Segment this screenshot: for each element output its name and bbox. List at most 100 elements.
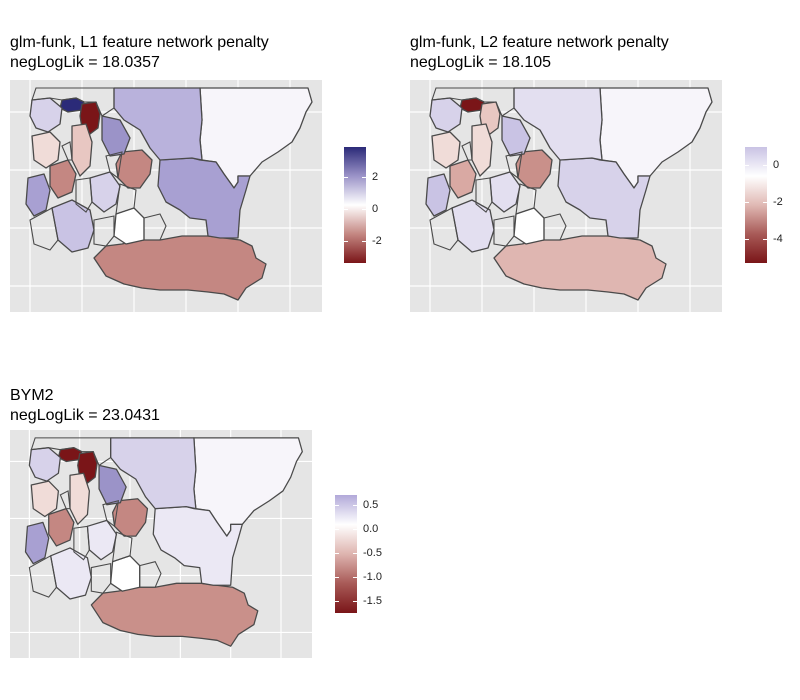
panel-l2-title-line1: glm-funk, L2 feature network penalty <box>410 34 669 51</box>
region-outline-2 <box>475 177 493 213</box>
region-central-red <box>111 498 149 537</box>
legend-tick-mark <box>344 208 348 210</box>
legend-colorbar <box>335 495 357 613</box>
legend-tick-label: 0.0 <box>363 522 379 535</box>
region-outline-2 <box>73 525 90 561</box>
legend-tick-label: -2 <box>773 196 783 209</box>
region-outline-4 <box>543 213 567 241</box>
region-outline-7 <box>105 151 123 179</box>
legend-tick-mark <box>362 208 366 210</box>
region-mid-block <box>101 115 131 157</box>
map-regions <box>425 87 713 301</box>
panel-l1-title-line2: negLogLik = 18.0357 <box>10 54 160 71</box>
legend-colorbar <box>745 147 767 263</box>
legend-tick-mark <box>745 202 749 204</box>
region-west-small-d <box>24 521 50 565</box>
panel-l1-title: glm-funk, L1 feature network penalty neg… <box>10 33 269 73</box>
legend-tick-label: 0.5 <box>363 498 379 511</box>
legend-tick-mark <box>353 576 357 578</box>
region-outline-7 <box>102 500 120 528</box>
legend-tick-mark <box>362 240 366 242</box>
region-outline-4 <box>139 561 162 588</box>
region-west-small-a <box>28 447 61 482</box>
panel-bym2-map <box>10 430 312 658</box>
legend-tick-mark <box>335 528 339 530</box>
region-mid-block <box>501 115 531 157</box>
legend-colorbar <box>344 147 366 263</box>
region-outline-3 <box>493 215 515 247</box>
region-north-mid <box>513 87 603 161</box>
region-outline-3 <box>93 215 115 247</box>
region-south-left <box>50 547 92 600</box>
legend-tick-label: 0 <box>773 159 780 172</box>
region-outline-6 <box>111 531 133 563</box>
region-north-mid <box>113 87 203 161</box>
region-outline-6 <box>115 183 137 215</box>
panel-bym2-legend: 0.5 0.0 -0.5 -1.0 -1.5 <box>335 495 395 613</box>
legend-tick-mark <box>353 600 357 602</box>
panel-l2-title: glm-funk, L2 feature network penalty neg… <box>410 33 669 73</box>
legend-tick-label: -1.0 <box>363 570 382 583</box>
region-outline-2 <box>75 177 93 213</box>
region-outline-0 <box>30 437 112 467</box>
region-central-red <box>115 149 153 189</box>
region-central-red <box>515 149 553 189</box>
region-north-mid <box>110 437 197 510</box>
region-west-small-a <box>29 97 63 133</box>
legend-tick-label: -0.5 <box>363 546 382 559</box>
panel-bym2-title-line2: negLogLik = 23.0431 <box>10 407 160 424</box>
region-outline-3 <box>90 562 112 594</box>
legend-tick-mark <box>335 504 339 506</box>
region-west-small-b <box>30 480 60 518</box>
legend-tick-mark <box>745 239 749 241</box>
region-central-big <box>152 506 243 586</box>
legend-tick-mark <box>362 177 366 179</box>
map-regions <box>25 87 313 301</box>
region-central-big <box>157 157 251 239</box>
region-outline-5 <box>28 554 58 598</box>
region-west-small-b <box>431 131 461 169</box>
region-south-left <box>451 199 495 253</box>
region-west-small-d <box>425 173 451 217</box>
legend-tick-mark <box>745 165 749 167</box>
panel-l1-title-line1: glm-funk, L1 feature network penalty <box>10 34 269 51</box>
map-regions <box>24 437 303 647</box>
region-outline-0 <box>31 87 115 117</box>
legend-tick-label: -4 <box>773 233 783 246</box>
legend-tick-mark <box>344 240 348 242</box>
region-outline-0 <box>431 87 515 117</box>
region-central-big <box>557 157 651 239</box>
legend-tick-mark <box>763 239 767 241</box>
legend-tick-mark <box>763 202 767 204</box>
region-west-small-a <box>429 97 463 133</box>
legend-tick-mark <box>353 528 357 530</box>
region-outline-4 <box>143 213 167 241</box>
panel-bym2-title-line1: BYM2 <box>10 387 54 404</box>
panel-l1-legend: 2 0 -2 <box>344 147 404 263</box>
legend-tick-label: 2 <box>372 171 379 184</box>
legend-tick-label: -1.5 <box>363 594 382 607</box>
legend-tick-mark <box>353 552 357 554</box>
panel-bym2-title: BYM2 negLogLik = 23.0431 <box>10 386 160 426</box>
region-outline-1 <box>461 141 473 161</box>
legend-tick-mark <box>335 552 339 554</box>
region-west-small-b <box>31 131 61 169</box>
legend-tick-label: -2 <box>372 234 382 247</box>
region-mid-block <box>98 464 127 506</box>
region-south-left <box>51 199 95 253</box>
region-west-small-d <box>25 173 51 217</box>
region-outline-5 <box>429 207 459 251</box>
legend-tick-mark <box>335 600 339 602</box>
panel-l1-map <box>10 80 322 312</box>
legend-tick-label: 0 <box>372 202 379 215</box>
panel-l2-legend: 0 -2 -4 <box>745 147 800 263</box>
region-outline-6 <box>515 183 537 215</box>
panel-l2-title-line2: negLogLik = 18.105 <box>410 54 552 71</box>
legend-tick-mark <box>344 177 348 179</box>
region-outline-7 <box>505 151 523 179</box>
region-outline-1 <box>61 141 73 161</box>
legend-tick-mark <box>335 576 339 578</box>
legend-tick-mark <box>763 165 767 167</box>
region-outline-1 <box>59 490 71 510</box>
legend-tick-mark <box>353 504 357 506</box>
